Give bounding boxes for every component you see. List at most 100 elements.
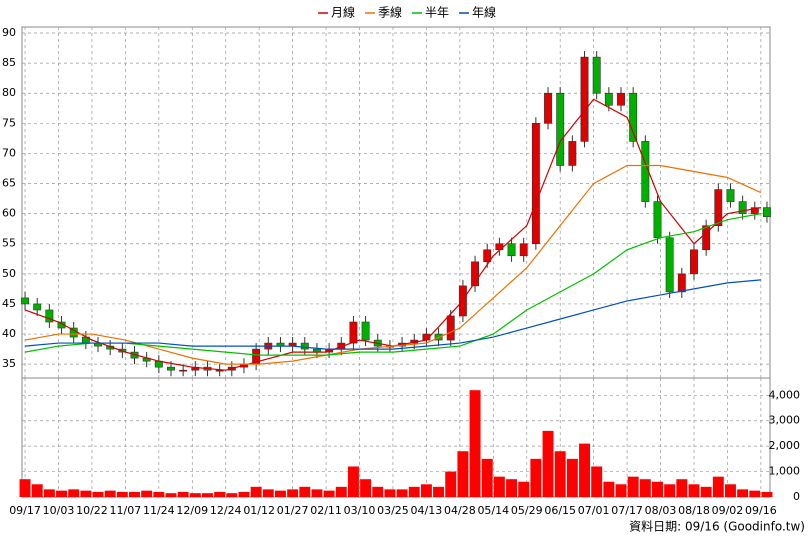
x-tick-label: 11/24 [143, 504, 175, 517]
volume-bar [68, 489, 80, 497]
volume-bar [104, 490, 116, 497]
candle-body [458, 285, 467, 317]
candle-body [763, 207, 771, 217]
source-note: 資料日期: 09/16 (Goodinfo.tw) [629, 520, 805, 534]
volume-bar [202, 493, 213, 497]
volume-panel [21, 377, 771, 498]
x-tick-label: 05/14 [477, 504, 509, 517]
candle-body [300, 342, 309, 350]
candle-body [349, 321, 358, 344]
x-tick-label: 08/18 [678, 504, 710, 517]
volume-bar [408, 486, 420, 497]
candle-body [471, 261, 480, 287]
volume-bar [420, 484, 432, 497]
volume-bar [177, 491, 189, 497]
y-tick-label: 40 [2, 327, 16, 340]
candle-body [665, 237, 674, 293]
candle-body [531, 123, 540, 245]
moving-average-line [24, 213, 761, 356]
candle-body [641, 141, 650, 202]
volume-bar [274, 490, 286, 497]
x-tick-label: 07/17 [611, 504, 643, 517]
x-tick-label: 01/27 [277, 504, 309, 517]
volume-bar [311, 489, 323, 497]
y-tick-label: 85 [2, 56, 16, 69]
y2-tick-label: 2,000 [769, 439, 801, 452]
volume-bar [335, 486, 347, 497]
volume-bar [579, 443, 590, 497]
volume-bar [238, 491, 250, 497]
volume-bar [603, 481, 615, 497]
volume-bar [749, 490, 761, 497]
y2-tick-label: 0 [793, 490, 800, 503]
volume-bar [469, 390, 481, 497]
candle-body [544, 92, 552, 124]
volume-bar [530, 458, 542, 497]
volume-bar [323, 490, 335, 497]
volume-bar [761, 491, 773, 497]
candle-body [519, 243, 528, 257]
y-tick-label: 50 [2, 267, 16, 280]
candle-body [361, 321, 370, 341]
volume-bar [457, 451, 469, 497]
candle-body [592, 56, 601, 94]
legend-label: 季線 [378, 5, 402, 20]
volume-bar [129, 491, 140, 497]
y2-tick-label: 4,000 [769, 388, 801, 401]
volume-bar [396, 489, 408, 497]
volume-bar [664, 484, 676, 497]
volume-bar [445, 471, 457, 497]
legend-label: 年線 [472, 5, 496, 20]
x-tick-label: 11/07 [110, 504, 142, 517]
y-tick-label: 70 [2, 146, 16, 159]
volume-bar [141, 490, 153, 497]
volume-bar [688, 484, 700, 497]
volume-bar [639, 479, 651, 497]
volume-bar [627, 476, 639, 497]
candle-body [629, 92, 638, 142]
volume-bar [676, 479, 688, 497]
x-tick-label: 09/02 [712, 504, 744, 517]
volume-bar [481, 458, 493, 497]
candle-body [33, 303, 42, 311]
y-tick-label: 60 [2, 207, 16, 220]
volume-bar [700, 486, 712, 497]
y-tick-label: 45 [2, 297, 16, 310]
volume-bar [506, 479, 518, 497]
candle-body [714, 189, 723, 226]
volume-bar [554, 451, 566, 497]
candle-body [580, 56, 589, 142]
volume-bar [542, 430, 554, 497]
candle-body [446, 315, 455, 341]
volume-bar [360, 479, 372, 497]
candle-body [495, 243, 504, 251]
candle-body [568, 141, 577, 166]
volume-bar [189, 493, 201, 497]
candle-body [726, 189, 735, 202]
y-tick-label: 35 [2, 357, 16, 370]
candle-body [738, 201, 747, 214]
volume-bar [153, 491, 165, 497]
volume-bar [56, 490, 68, 497]
x-tick-label: 07/01 [578, 504, 610, 517]
candle-body [507, 243, 516, 257]
candle-body [21, 297, 29, 305]
volume-bar [80, 490, 92, 497]
x-tick-label: 09/17 [9, 504, 41, 517]
y2-tick-label: 3,000 [769, 414, 801, 427]
volume-bar [250, 486, 262, 497]
x-tick-label: 03/10 [344, 504, 376, 517]
volume-bar [737, 489, 749, 497]
volume-bar [518, 481, 530, 497]
x-tick-label: 05/29 [511, 504, 543, 517]
moving-average-line [24, 164, 762, 365]
volume-bar [165, 493, 177, 497]
y-tick-label: 55 [2, 237, 16, 250]
volume-bar [372, 486, 384, 497]
legend-label: 月線 [331, 5, 355, 20]
moving-average-line [24, 279, 761, 350]
x-tick-label: 09/16 [745, 504, 777, 517]
volume-bar [31, 484, 43, 497]
volume-bar [262, 489, 274, 497]
